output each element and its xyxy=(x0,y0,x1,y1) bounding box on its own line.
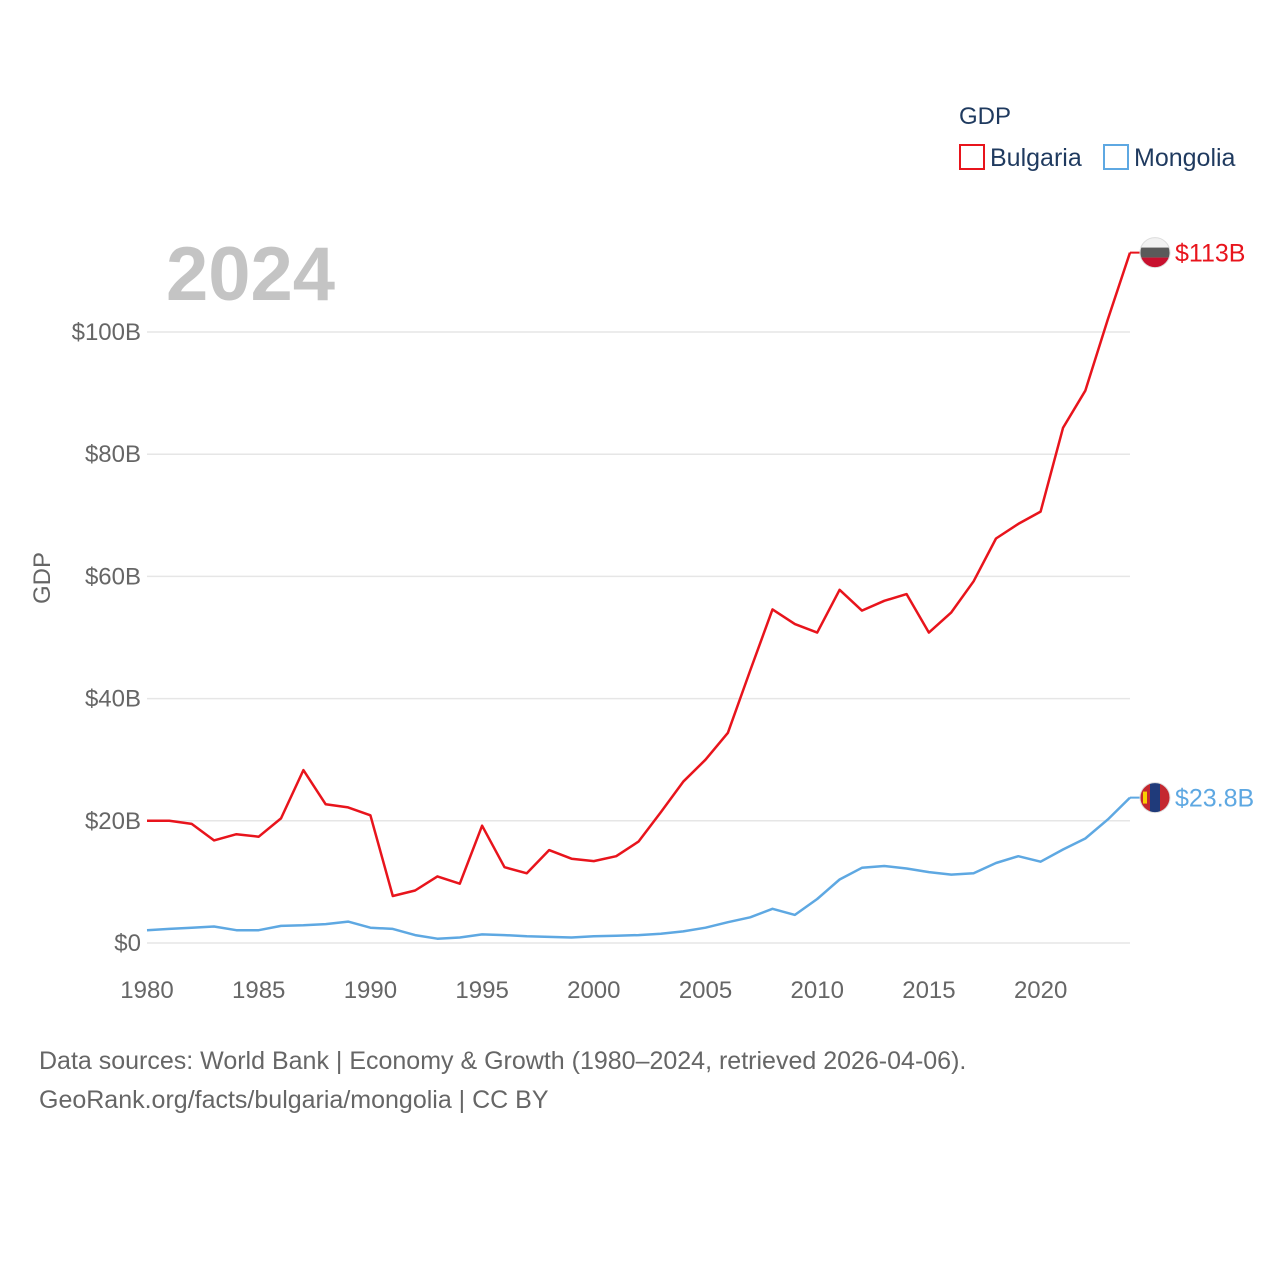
source-line-2: GeoRank.org/facts/bulgaria/mongolia | CC… xyxy=(39,1086,549,1114)
grid-lines xyxy=(147,331,1130,944)
x-tick-label: 2000 xyxy=(567,977,620,1004)
year-label: 2024 xyxy=(166,232,335,317)
series-lines xyxy=(146,252,1132,940)
x-tick-label: 1990 xyxy=(344,977,397,1004)
y-tick-label: $0 xyxy=(114,930,141,957)
legend[interactable]: GDP Bulgaria Mongolia xyxy=(959,103,1236,172)
y-tick-label: $80B xyxy=(85,441,141,468)
x-tick-label: 2020 xyxy=(1014,977,1067,1004)
series-line-bulgaria[interactable] xyxy=(147,252,1132,898)
x-tick-label: 1995 xyxy=(455,977,508,1004)
legend-swatch-bulgaria xyxy=(959,144,985,170)
y-axis-title: GDP xyxy=(29,552,56,604)
bulgaria-flag-icon xyxy=(1139,237,1171,269)
series-line-mongolia[interactable] xyxy=(146,796,1131,940)
x-tick-label: 2005 xyxy=(679,977,732,1004)
legend-title: GDP xyxy=(959,103,1011,130)
y-tick-label: $40B xyxy=(85,686,141,713)
end-labels: $113B $23.8B xyxy=(1130,237,1254,814)
legend-label-bulgaria: Bulgaria xyxy=(990,144,1082,172)
x-tick-label: 2010 xyxy=(791,977,844,1004)
legend-label-mongolia: Mongolia xyxy=(1134,144,1236,172)
x-axis-ticks: 1980 1985 1990 1995 2000 2005 2010 2015 2020 xyxy=(120,977,1067,1004)
y-tick-label: $60B xyxy=(85,563,141,590)
source-line-1: Data sources: World Bank | Economy & Gro… xyxy=(39,1047,966,1075)
legend-swatch-mongolia xyxy=(1103,144,1129,170)
y-tick-label: $20B xyxy=(85,808,141,835)
legend-item-mongolia[interactable]: Mongolia xyxy=(1103,144,1236,172)
x-tick-label: 2015 xyxy=(902,977,955,1004)
end-label-mongolia: $23.8B xyxy=(1175,785,1254,813)
end-label-bulgaria: $113B xyxy=(1175,240,1245,268)
x-tick-label: 1980 xyxy=(120,977,173,1004)
x-tick-label: 1985 xyxy=(232,977,285,1004)
y-tick-label: $100B xyxy=(72,319,141,346)
mongolia-flag-icon xyxy=(1139,782,1171,814)
y-axis-ticks: $0 $20B $40B $60B $80B $100B xyxy=(72,319,141,957)
legend-item-bulgaria[interactable]: Bulgaria xyxy=(959,144,1082,172)
